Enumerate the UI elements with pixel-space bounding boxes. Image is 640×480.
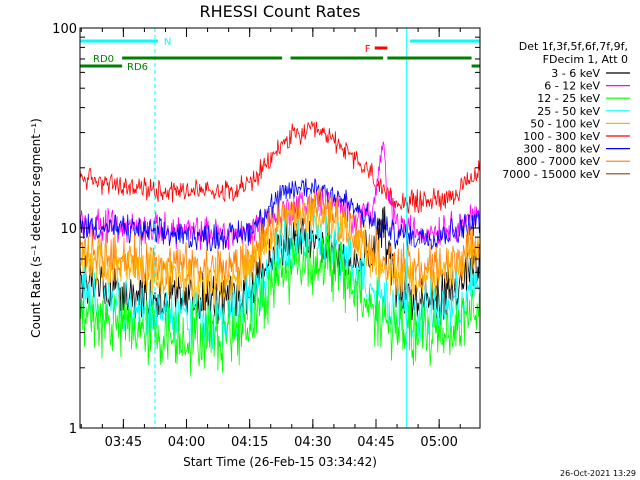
attenuator-state-label: N bbox=[164, 37, 171, 48]
legend-header-line-2: FDecim 1, Att 0 bbox=[543, 53, 628, 66]
legend-header-line-1: Det 1f,3f,5f,6f,7f,9f, bbox=[519, 40, 628, 53]
y-axis-title: Count Rate (s⁻¹ detector segment⁻¹) bbox=[29, 118, 43, 338]
flare-flag-label: F bbox=[365, 44, 371, 55]
series-line-25-50keV bbox=[79, 214, 480, 350]
x-tick-label: 03:45 bbox=[105, 435, 142, 450]
x-axis-title: Start Time (26-Feb-15 03:34:42) bbox=[183, 455, 377, 469]
series-line-100-300keV bbox=[79, 121, 480, 214]
legend-entry-label: 25 - 50 keV bbox=[537, 105, 600, 118]
legend-entry-label: 100 - 300 keV bbox=[523, 130, 600, 143]
legend-entry-label: 50 - 100 keV bbox=[530, 117, 600, 130]
legend-entry-label: 800 - 7000 keV bbox=[516, 155, 600, 168]
legend-entry-label: 7000 - 15000 keV bbox=[502, 168, 600, 181]
footer-timestamp: 26-Oct-2021 13:29 bbox=[560, 469, 636, 478]
x-tick-label: 04:15 bbox=[231, 435, 268, 450]
y-tick-label: 10 bbox=[60, 222, 77, 237]
y-ticks: 1 10 100 bbox=[52, 22, 480, 437]
legend-entry-label: 3 - 6 keV bbox=[551, 67, 600, 80]
x-tick-label: 04:45 bbox=[357, 435, 394, 450]
legend-entry-label: 300 - 800 keV bbox=[523, 143, 600, 156]
y-tick-label: 1 bbox=[69, 422, 77, 437]
decimation-label-rd6: RD6 bbox=[127, 62, 148, 73]
x-tick-label: 04:00 bbox=[168, 435, 205, 450]
y-tick-label: 100 bbox=[52, 22, 77, 37]
series-line-50-100keV bbox=[79, 193, 480, 309]
chart-title: RHESSI Count Rates bbox=[200, 2, 361, 21]
legend-entry-label: 6 - 12 keV bbox=[544, 80, 600, 93]
decimation-label-rd0: RD0 bbox=[93, 54, 114, 65]
series-line-12-25keV bbox=[79, 233, 480, 377]
series-layer bbox=[79, 121, 480, 377]
x-tick-label: 04:30 bbox=[294, 435, 331, 450]
x-ticks: 03:45 04:00 04:15 04:30 04:45 05:00 bbox=[80, 28, 461, 450]
x-tick-label: 05:00 bbox=[420, 435, 457, 450]
series-line-300-800keV bbox=[79, 178, 480, 252]
legend-entry-label: 12 - 25 keV bbox=[537, 92, 600, 105]
legend: Det 1f,3f,5f,6f,7f,9f, FDecim 1, Att 0 3… bbox=[502, 40, 630, 181]
